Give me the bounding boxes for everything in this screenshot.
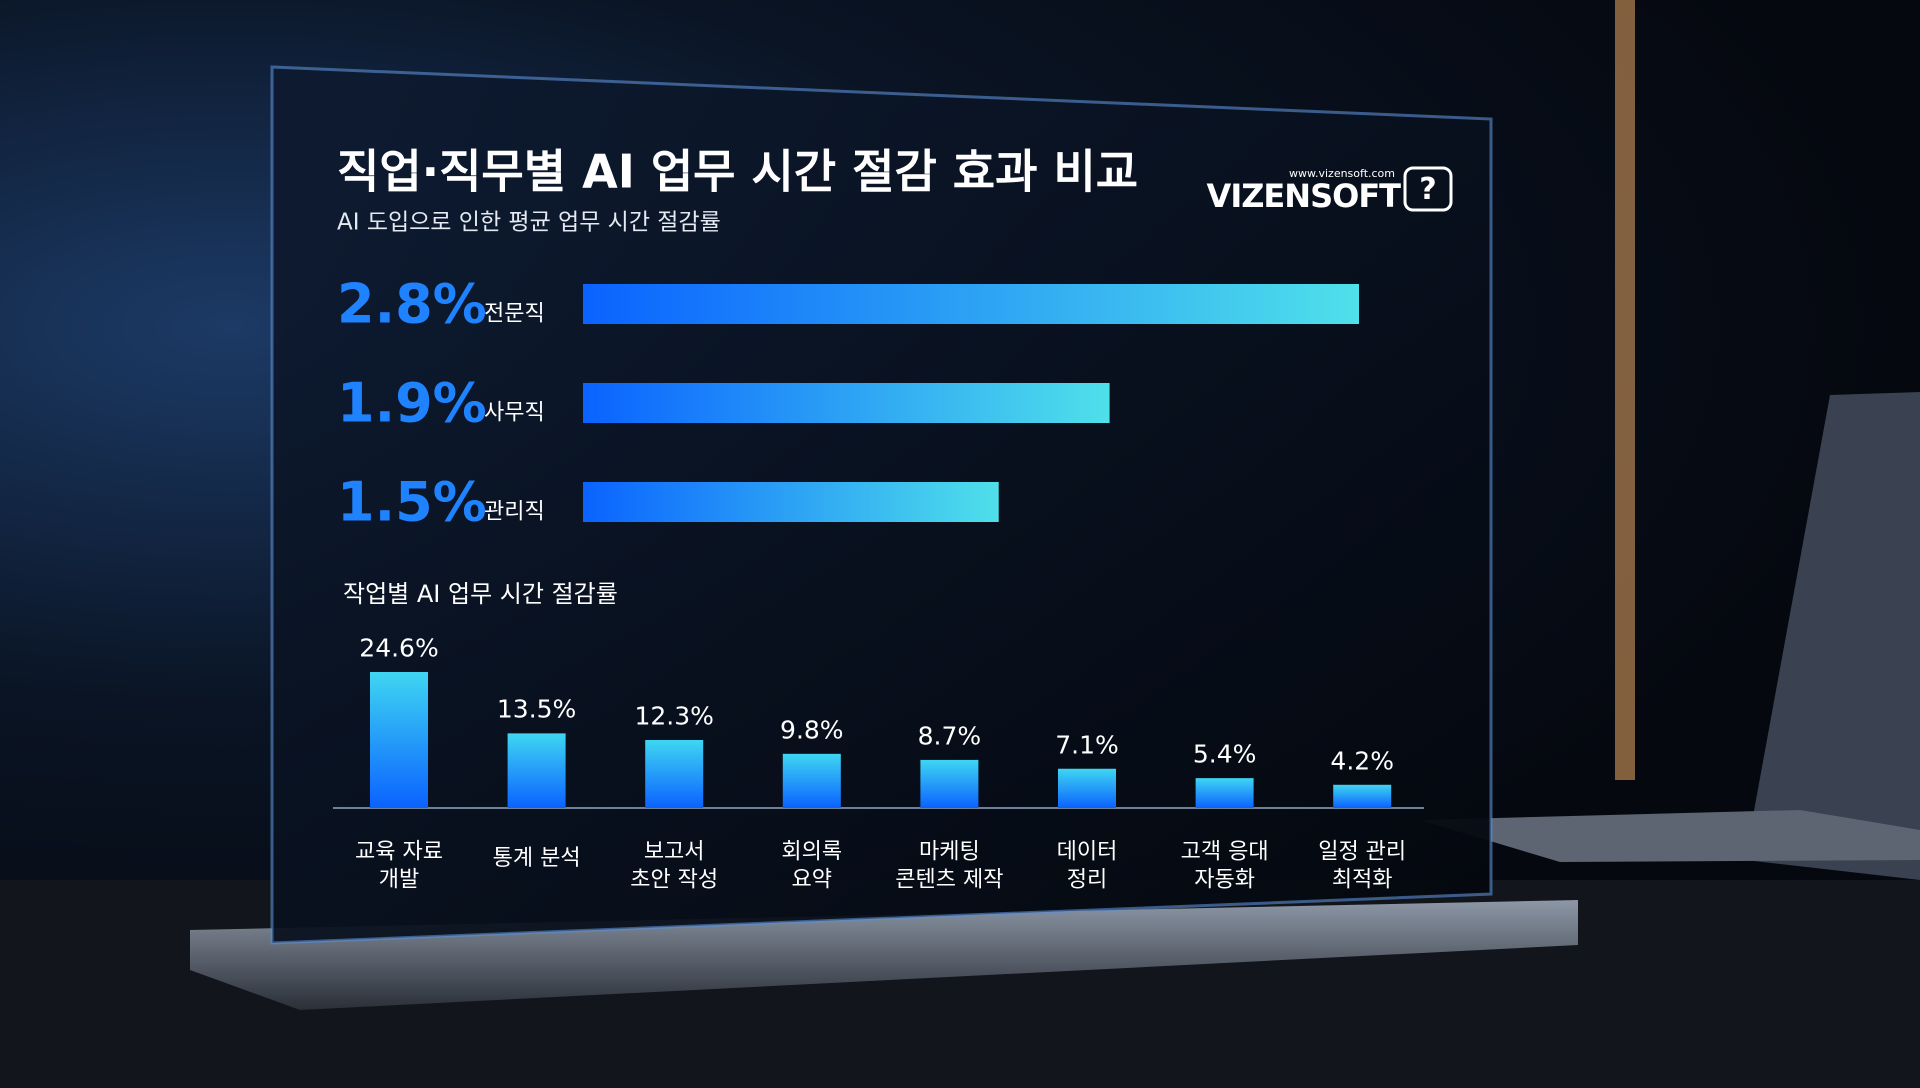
chart-title: 작업별 AI 업무 시간 절감률	[343, 580, 618, 608]
bar	[1058, 768, 1116, 808]
bar	[1333, 784, 1392, 808]
value-label: 12.3%	[634, 701, 714, 731]
category-label: 회의록 요약	[781, 839, 843, 892]
category-label: 사무직	[484, 400, 545, 426]
value-label: 9.8%	[780, 715, 844, 745]
bar	[645, 740, 704, 808]
logo-icon-mark: ?	[1419, 172, 1436, 207]
value-label: 4.2%	[1330, 746, 1394, 776]
category-label: 관리직	[484, 499, 545, 525]
category-label: 교육 자료 개발	[355, 839, 443, 892]
bar	[583, 482, 999, 522]
category-label: 통계 분석	[492, 846, 581, 872]
laptop-screen	[1745, 392, 1920, 880]
value-label: 1.5%	[337, 470, 487, 534]
bar	[583, 284, 1359, 324]
value-label: 8.7%	[917, 721, 982, 751]
value-label: 7.1%	[1055, 730, 1119, 760]
category-label: 전문직	[484, 301, 545, 327]
category-label: 고객 응대 자동화	[1180, 839, 1269, 892]
category-label: 마케팅 콘텐츠 제작	[895, 839, 1004, 892]
bar	[782, 753, 841, 808]
bar	[370, 672, 428, 808]
category-label: 보고서 초안 작성	[630, 839, 719, 892]
title: 직업·직무별 AI 업무 시간 절감 효과 비교	[337, 144, 1139, 199]
value-label: 1.9%	[337, 371, 487, 435]
value-label: 13.5%	[496, 694, 577, 724]
bar	[507, 733, 566, 808]
laptop-base	[1420, 810, 1920, 862]
logo: VIZENSOFT	[1206, 177, 1401, 215]
bar	[583, 383, 1110, 423]
logo-url: www.vizensoft.com	[1289, 167, 1395, 181]
value-label: 24.6%	[359, 633, 439, 663]
value-label: 5.4%	[1192, 739, 1257, 769]
logo-icon	[1403, 166, 1453, 212]
light-strip	[1615, 0, 1635, 780]
bar	[1195, 778, 1254, 808]
subtitle: AI 도입으로 인한 평균 업무 시간 절감률	[337, 209, 721, 236]
value-label: 2.8%	[337, 272, 487, 336]
category-label: 일정 관리 최적화	[1318, 839, 1407, 892]
bar	[920, 759, 979, 808]
category-label: 데이터 정리	[1056, 839, 1118, 892]
